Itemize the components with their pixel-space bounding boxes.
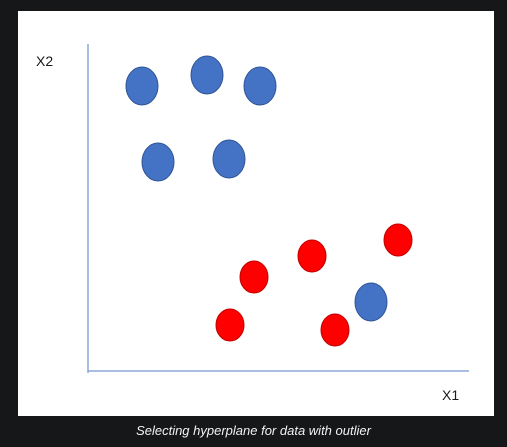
blue-class-point-6 <box>354 282 388 322</box>
y-axis-label: X2 <box>36 53 54 69</box>
red-class-point-2 <box>297 239 327 273</box>
blue-class-point-1 <box>125 66 159 106</box>
red-class-point-5 <box>320 313 350 347</box>
red-class-point-4 <box>215 308 245 342</box>
blue-class-point-5 <box>212 139 246 179</box>
diagram-panel: X2 X1 <box>18 11 494 416</box>
red-class-point-1 <box>239 260 269 294</box>
figure-caption: Selecting hyperplane for data with outli… <box>136 423 371 438</box>
blue-class-point-3 <box>243 66 277 106</box>
x-axis-label: X1 <box>442 387 460 403</box>
blue-class-point-4 <box>141 142 175 182</box>
scatter-diagram <box>87 44 469 373</box>
red-class-point-3 <box>383 223 413 257</box>
blue-class-point-2 <box>190 55 224 95</box>
